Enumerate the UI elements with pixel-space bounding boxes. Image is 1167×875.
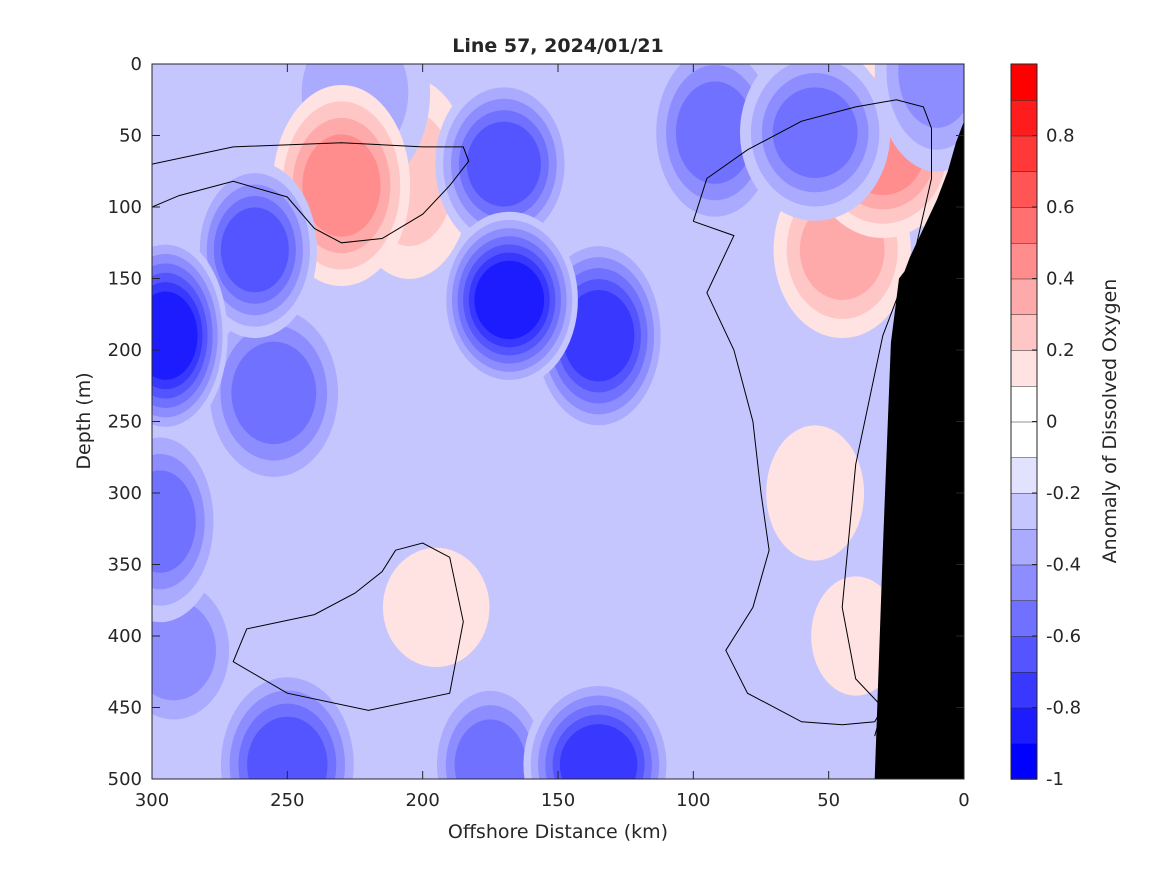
colorbar-tick-label: 0.6 [1046,197,1075,218]
anomaly-feature [874,64,964,172]
x-tick-label: 150 [541,790,575,811]
colorbar-cell [1010,99,1038,137]
anomaly-band [811,576,901,696]
anomaly-feature [198,292,349,494]
y-tick-label: 150 [108,269,142,290]
y-tick-label: 300 [108,483,142,504]
y-tick-label: 500 [108,769,142,790]
colorbar-tick-label: 0.4 [1046,269,1075,290]
anomaly-feature [152,235,228,437]
y-tick-label: 0 [131,54,142,75]
colorbar-cell [1010,671,1038,709]
colorbar-cell [1010,492,1038,530]
colorbar-tick-label: 0.2 [1046,340,1075,361]
anomaly-band [559,724,638,779]
anomaly-feature [440,211,578,389]
colorbar-cell [1010,349,1038,387]
colorbar-tick-label: -0.6 [1046,626,1081,647]
x-tick-label: 200 [405,790,439,811]
anomaly-band [454,719,527,779]
colorbar-cell [1010,528,1038,566]
zero-contour [152,142,470,244]
colorbar-tick-label: -0.4 [1046,555,1081,576]
x-ticks: 300 250 200 150 100 50 0 [135,64,970,811]
anomaly-feature [428,676,553,779]
colorbar-cell [1010,421,1038,458]
x-tick-label: 100 [676,790,710,811]
x-axis-label: Offshore Distance (km) [448,821,668,843]
colorbar-cell [1010,206,1038,244]
anomaly-band [220,207,289,293]
colorbar: 0.8 0.6 0.4 0.2 0 -0.2 -0.4 -0.6 -0.8 -1 Anomaly … [1010,63,1121,790]
colorbar-tick-label: 0 [1046,412,1057,433]
x-tick-label: 300 [135,790,169,811]
anomaly-feature [212,664,363,779]
zero-contour [692,99,932,737]
y-ticks: 0 50 100 150 200 250 300 350 400 450 500 [108,54,964,790]
anomaly-band [766,425,865,561]
x-tick-label: 250 [270,790,304,811]
colorbar-tick-label: -0.2 [1046,483,1081,504]
colorbar-cell [1010,63,1038,101]
y-tick-label: 250 [108,412,142,433]
y-tick-label: 200 [108,340,142,361]
zero-contour [693,220,884,726]
anomaly-band [466,121,541,207]
colorbar-cells [1010,63,1038,780]
anomaly-band [474,260,545,340]
y-tick-label: 350 [108,555,142,576]
anomaly-feature [382,547,490,668]
colorbar-ticks: 0.8 0.6 0.4 0.2 0 -0.2 -0.4 -0.6 -0.8 -1 [1032,126,1081,790]
x-tick-label: 0 [958,790,969,811]
colorbar-cell [1010,385,1038,423]
colorbar-cell [1010,635,1038,673]
y-tick-label: 100 [108,197,142,218]
anomaly-band [231,341,317,445]
anomaly-feature [523,676,674,779]
colorbar-cell [1010,600,1038,637]
anomaly-band [302,134,381,237]
anomaly-band [152,470,196,573]
anomaly-feature [740,64,891,221]
zero-contour [232,542,464,711]
chart-title: Line 57, 2024/01/21 [452,35,664,57]
anomaly-band [772,87,858,178]
anomaly-feature [192,161,317,339]
anomaly-band [152,291,198,380]
plot-area: 300 250 200 150 100 50 0 050100150200250300350… [108,54,970,811]
x-tick-label: 50 [817,790,840,811]
colorbar-tick-label: -0.8 [1046,698,1081,719]
anomaly-feature [435,75,573,253]
colorbar-cell [1010,457,1038,494]
anomaly-band [898,64,964,128]
y-tick-label: 450 [108,698,142,719]
y-tick-label: 50 [119,126,142,147]
y-tick-label: 400 [108,626,142,647]
colorbar-cell [1010,242,1038,280]
colorbar-cell [1010,278,1038,315]
colorbar-tick-label: 0.8 [1046,126,1075,147]
colorbar-cell [1010,743,1038,780]
colorbar-cell [1010,707,1038,744]
colorbar-label: Anomaly of Dissolved Oxygen [1099,279,1121,564]
anomaly-band [562,289,635,382]
anomaly-band [675,81,755,184]
y-axis-label: Depth (m) [73,372,95,469]
anomaly-band [247,716,328,779]
anomaly-feature [766,425,865,561]
colorbar-cell [1010,135,1038,172]
anomaly-band [152,600,216,701]
colorbar-tick-label: -1 [1046,769,1064,790]
colorbar-cell [1010,171,1038,208]
colorbar-cell [1010,564,1038,601]
anomaly-band [382,547,490,668]
contour-layer [152,99,932,737]
anomaly-feature [152,421,223,623]
anomaly-feature [811,576,901,696]
colorbar-cell [1010,314,1038,351]
bathymetry [874,121,964,779]
